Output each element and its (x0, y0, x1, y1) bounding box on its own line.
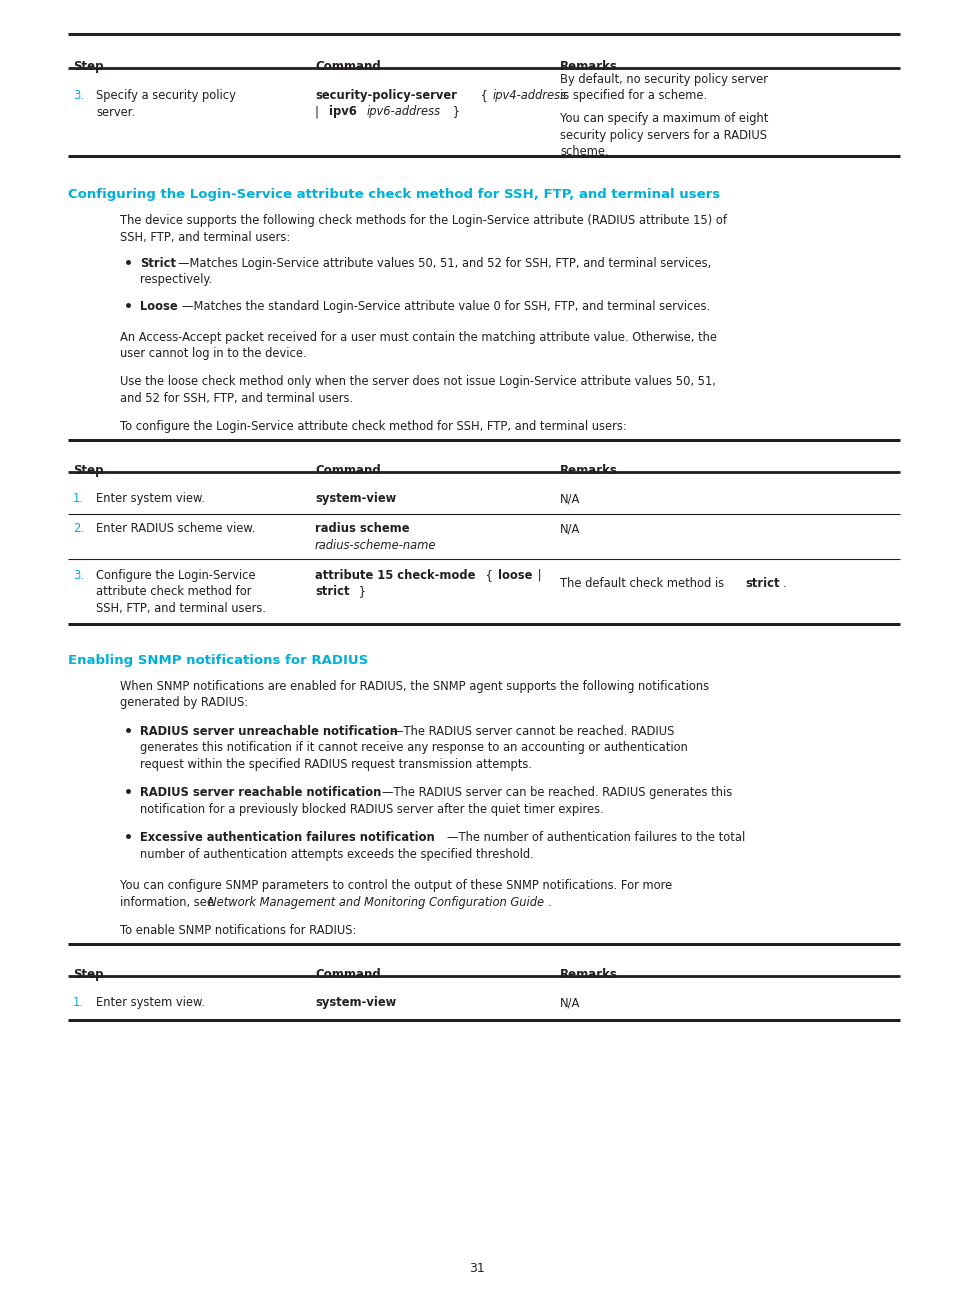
Text: Enabling SNMP notifications for RADIUS: Enabling SNMP notifications for RADIUS (68, 654, 368, 667)
Text: number of authentication attempts exceeds the specified threshold.: number of authentication attempts exceed… (140, 848, 533, 861)
Text: An Access-Accept packet received for a user must contain the matching attribute : An Access-Accept packet received for a u… (120, 330, 717, 343)
Text: |: | (534, 569, 541, 582)
Text: The default check method is: The default check method is (559, 577, 727, 590)
Text: Configuring the Login-Service attribute check method for SSH, FTP, and terminal : Configuring the Login-Service attribute … (68, 188, 720, 201)
Text: 1.: 1. (73, 492, 84, 505)
Text: request within the specified RADIUS request transmission attempts.: request within the specified RADIUS requ… (140, 758, 532, 771)
Text: system-view: system-view (314, 997, 395, 1010)
Text: strict: strict (314, 586, 349, 599)
Text: SSH, FTP, and terminal users.: SSH, FTP, and terminal users. (96, 603, 266, 616)
Text: }: } (449, 105, 459, 118)
Text: ipv4-address: ipv4-address (493, 89, 566, 102)
Text: RADIUS server reachable notification: RADIUS server reachable notification (140, 787, 381, 800)
Text: When SNMP notifications are enabled for RADIUS, the SNMP agent supports the foll: When SNMP notifications are enabled for … (120, 680, 708, 693)
Text: strict: strict (744, 577, 779, 590)
Text: and 52 for SSH, FTP, and terminal users.: and 52 for SSH, FTP, and terminal users. (120, 391, 353, 404)
Text: .: . (782, 577, 786, 590)
Text: By default, no security policy server: By default, no security policy server (559, 73, 767, 86)
Text: To configure the Login-Service attribute check method for SSH, FTP, and terminal: To configure the Login-Service attribute… (120, 420, 626, 433)
Text: attribute 15 check-mode: attribute 15 check-mode (314, 569, 475, 582)
Text: server.: server. (96, 105, 135, 118)
Text: Remarks: Remarks (559, 968, 618, 981)
Text: generated by RADIUS:: generated by RADIUS: (120, 696, 248, 709)
Text: Excessive authentication failures notification: Excessive authentication failures notifi… (140, 832, 435, 845)
Text: .: . (547, 896, 551, 908)
Text: 2.: 2. (73, 522, 84, 535)
Text: respectively.: respectively. (140, 273, 212, 286)
Text: ipv6-address: ipv6-address (367, 105, 440, 118)
Text: Network Management and Monitoring Configuration Guide: Network Management and Monitoring Config… (208, 896, 543, 908)
Text: N/A: N/A (559, 997, 579, 1010)
Text: radius-scheme-name: radius-scheme-name (314, 539, 436, 552)
Text: Enter system view.: Enter system view. (96, 997, 205, 1010)
Text: Enter system view.: Enter system view. (96, 492, 205, 505)
Text: ipv6: ipv6 (329, 105, 356, 118)
Text: Strict: Strict (140, 257, 175, 270)
Text: Loose: Loose (140, 299, 177, 314)
Text: Enter RADIUS scheme view.: Enter RADIUS scheme view. (96, 522, 255, 535)
Text: —The RADIUS server can be reached. RADIUS generates this: —The RADIUS server can be reached. RADIU… (381, 787, 732, 800)
Text: generates this notification if it cannot receive any response to an accounting o: generates this notification if it cannot… (140, 741, 687, 754)
Text: radius scheme: radius scheme (314, 522, 409, 535)
Text: Remarks: Remarks (559, 464, 618, 477)
Text: 1.: 1. (73, 997, 84, 1010)
Text: Specify a security policy: Specify a security policy (96, 89, 235, 102)
Text: 3.: 3. (73, 569, 84, 582)
Text: security-policy-server: security-policy-server (314, 89, 456, 102)
Text: You can configure SNMP parameters to control the output of these SNMP notificati: You can configure SNMP parameters to con… (120, 880, 672, 893)
Text: The device supports the following check methods for the Login-Service attribute : The device supports the following check … (120, 214, 726, 227)
Text: 3.: 3. (73, 89, 84, 102)
Text: RADIUS server unreachable notification: RADIUS server unreachable notification (140, 724, 397, 737)
Text: is specified for a scheme.: is specified for a scheme. (559, 89, 706, 102)
Text: |: | (314, 105, 322, 118)
Text: Command: Command (314, 464, 380, 477)
Text: Command: Command (314, 968, 380, 981)
Text: notification for a previously blocked RADIUS server after the quiet timer expire: notification for a previously blocked RA… (140, 804, 603, 816)
Text: Step: Step (73, 60, 103, 73)
Text: Use the loose check method only when the server does not issue Login-Service att: Use the loose check method only when the… (120, 376, 715, 389)
Text: system-view: system-view (314, 492, 395, 505)
Text: SSH, FTP, and terminal users:: SSH, FTP, and terminal users: (120, 231, 290, 244)
Text: —Matches Login-Service attribute values 50, 51, and 52 for SSH, FTP, and termina: —Matches Login-Service attribute values … (178, 257, 711, 270)
Text: {: { (481, 569, 496, 582)
Text: attribute check method for: attribute check method for (96, 586, 252, 599)
Text: }: } (355, 586, 366, 599)
Text: scheme.: scheme. (559, 145, 608, 158)
Text: user cannot log in to the device.: user cannot log in to the device. (120, 347, 306, 360)
Text: —The RADIUS server cannot be reached. RADIUS: —The RADIUS server cannot be reached. RA… (392, 724, 674, 737)
Text: —The number of authentication failures to the total: —The number of authentication failures t… (447, 832, 744, 845)
Text: Step: Step (73, 464, 103, 477)
Text: N/A: N/A (559, 492, 579, 505)
Text: N/A: N/A (559, 522, 579, 535)
Text: security policy servers for a RADIUS: security policy servers for a RADIUS (559, 128, 766, 141)
Text: 31: 31 (469, 1261, 484, 1274)
Text: Step: Step (73, 968, 103, 981)
Text: {: { (476, 89, 491, 102)
Text: Remarks: Remarks (559, 60, 618, 73)
Text: Command: Command (314, 60, 380, 73)
Text: —Matches the standard Login-Service attribute value 0 for SSH, FTP, and terminal: —Matches the standard Login-Service attr… (182, 299, 709, 314)
Text: loose: loose (497, 569, 532, 582)
Text: information, see: information, see (120, 896, 217, 908)
Text: You can specify a maximum of eight: You can specify a maximum of eight (559, 111, 767, 124)
Text: To enable SNMP notifications for RADIUS:: To enable SNMP notifications for RADIUS: (120, 924, 356, 937)
Text: Configure the Login-Service: Configure the Login-Service (96, 569, 255, 582)
